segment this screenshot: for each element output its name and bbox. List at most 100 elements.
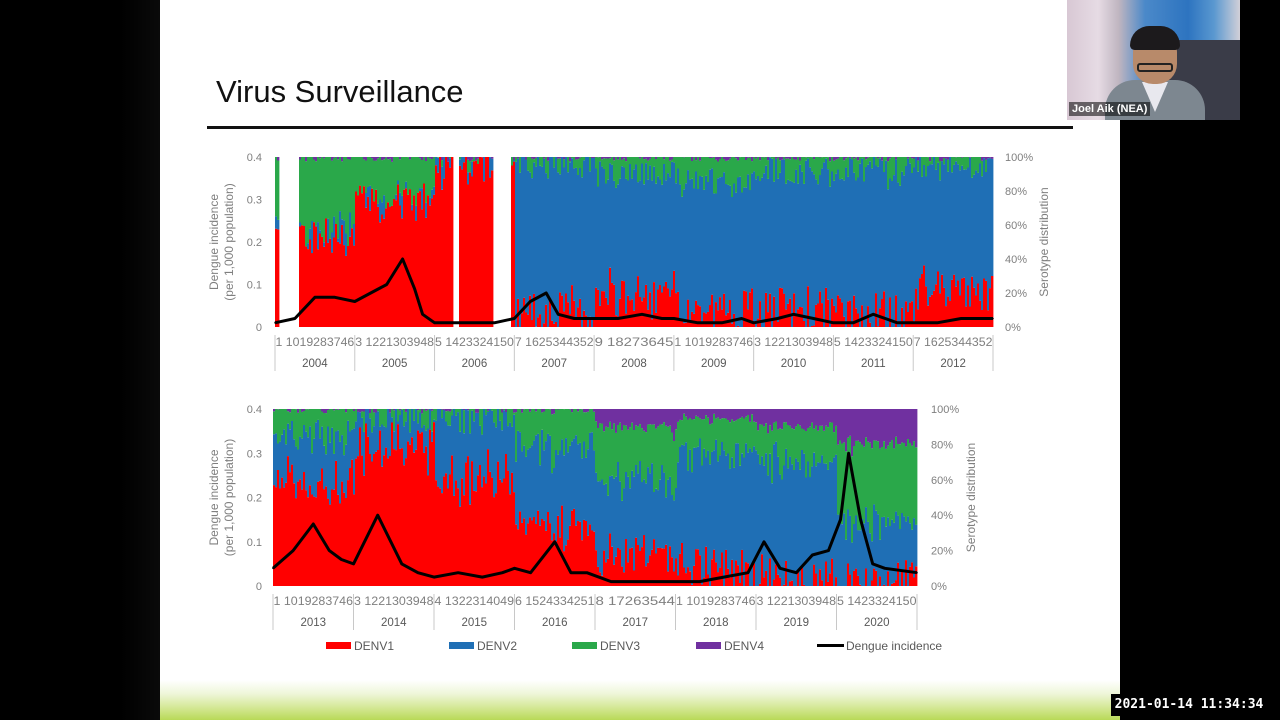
- incidence-point: [871, 563, 874, 565]
- strip-denv4: [717, 409, 720, 418]
- strip-denv1: [513, 161, 516, 327]
- strip-denv3: [891, 157, 894, 181]
- strip-denv2: [399, 193, 402, 206]
- legend-swatch-denv1: [326, 642, 351, 649]
- strip-denv3: [657, 426, 660, 491]
- strip-denv3: [557, 158, 560, 173]
- strip-denv1: [683, 323, 686, 327]
- strip-denv2: [397, 180, 400, 185]
- strip-denv3: [683, 157, 686, 190]
- strip-denv3: [965, 157, 968, 170]
- strip-denv3: [879, 157, 882, 159]
- year-label: 2017: [622, 617, 648, 629]
- incidence-point: [433, 322, 436, 324]
- strip-denv1: [443, 476, 446, 586]
- strip-denv1: [559, 537, 562, 586]
- strip-denv2: [607, 179, 610, 305]
- strip-denv4: [305, 157, 308, 162]
- strip-denv1: [629, 300, 632, 327]
- strip-denv3: [803, 429, 806, 454]
- strip-denv4: [709, 409, 712, 425]
- strip-denv3: [491, 409, 494, 411]
- incidence-point: [554, 541, 556, 543]
- strip-denv1: [273, 485, 276, 586]
- legend-label-denv3: DENV3: [600, 639, 640, 653]
- strip-denv1: [319, 233, 322, 327]
- strip-denv3: [921, 157, 924, 177]
- strip-denv4: [621, 157, 624, 160]
- strip-denv4: [893, 409, 896, 449]
- strip-denv3: [655, 159, 658, 184]
- strip-denv1: [647, 562, 650, 586]
- strip-denv2: [873, 504, 876, 569]
- strip-denv2: [401, 409, 404, 449]
- strip-denv1: [675, 293, 678, 327]
- strip-denv1: [337, 241, 340, 327]
- y2-axis-title: Serotype distribution: [1037, 187, 1051, 296]
- strip-denv4: [661, 409, 664, 425]
- strip-denv4: [601, 157, 604, 160]
- strip-denv4: [639, 157, 642, 159]
- strip-denv1: [781, 288, 784, 327]
- incidence-point: [832, 322, 835, 324]
- strip-denv3: [355, 409, 358, 422]
- strip-denv2: [657, 490, 660, 548]
- strip-denv1: [633, 570, 636, 586]
- strip-denv3: [695, 160, 698, 172]
- strip-denv1: [327, 242, 330, 327]
- participant-video[interactable]: [1067, 0, 1240, 120]
- strip-denv2: [883, 172, 886, 292]
- strip-denv2: [755, 179, 758, 327]
- strip-denv3: [587, 411, 590, 450]
- incidence-point: [328, 549, 331, 552]
- strip-denv3: [885, 448, 888, 527]
- strip-denv4: [839, 409, 842, 441]
- strip-denv4: [903, 409, 906, 443]
- strip-denv2: [827, 469, 830, 582]
- strip-denv2: [775, 441, 778, 565]
- strip-denv1: [679, 553, 682, 586]
- strip-denv1: [357, 456, 360, 586]
- strip-denv4: [321, 409, 324, 412]
- strip-denv2: [499, 420, 502, 480]
- strip-denv2: [761, 456, 764, 555]
- strip-denv2: [919, 157, 922, 279]
- strip-denv3: [629, 427, 632, 489]
- strip-denv1: [399, 205, 402, 327]
- strip-denv2: [321, 426, 324, 469]
- strip-denv1: [901, 307, 904, 327]
- strip-denv3: [681, 157, 684, 197]
- strip-denv3: [381, 409, 384, 425]
- strip-denv3: [523, 409, 526, 446]
- strip-denv1: [639, 297, 642, 327]
- strip-denv3: [371, 158, 374, 189]
- strip-denv3: [787, 425, 790, 469]
- strip-denv4: [781, 409, 784, 430]
- strip-denv1: [503, 478, 506, 586]
- strip-denv2: [753, 171, 756, 323]
- strip-denv3: [509, 409, 512, 423]
- strip-denv3: [319, 158, 322, 231]
- strip-denv2: [721, 177, 724, 310]
- strip-denv1: [937, 271, 940, 327]
- strip-denv2: [579, 168, 582, 299]
- strip-denv1: [439, 157, 442, 327]
- strip-denv2: [409, 432, 412, 445]
- strip-denv2: [681, 196, 684, 321]
- strip-denv4: [299, 157, 302, 160]
- strip-denv4: [553, 409, 556, 414]
- strip-denv1: [537, 317, 540, 327]
- strip-denv2: [341, 219, 344, 225]
- strip-denv4: [705, 409, 708, 416]
- incidence-point: [294, 317, 296, 320]
- strip-denv3: [379, 409, 382, 427]
- strip-denv2: [663, 164, 666, 287]
- strip-denv1: [871, 580, 874, 586]
- strip-denv2: [621, 501, 624, 567]
- strip-denv4: [849, 157, 852, 159]
- strip-denv3: [321, 157, 324, 237]
- strip-denv2: [445, 421, 448, 474]
- strip-denv3: [627, 157, 630, 181]
- strip-denv2: [849, 158, 852, 301]
- strip-denv1: [295, 498, 298, 586]
